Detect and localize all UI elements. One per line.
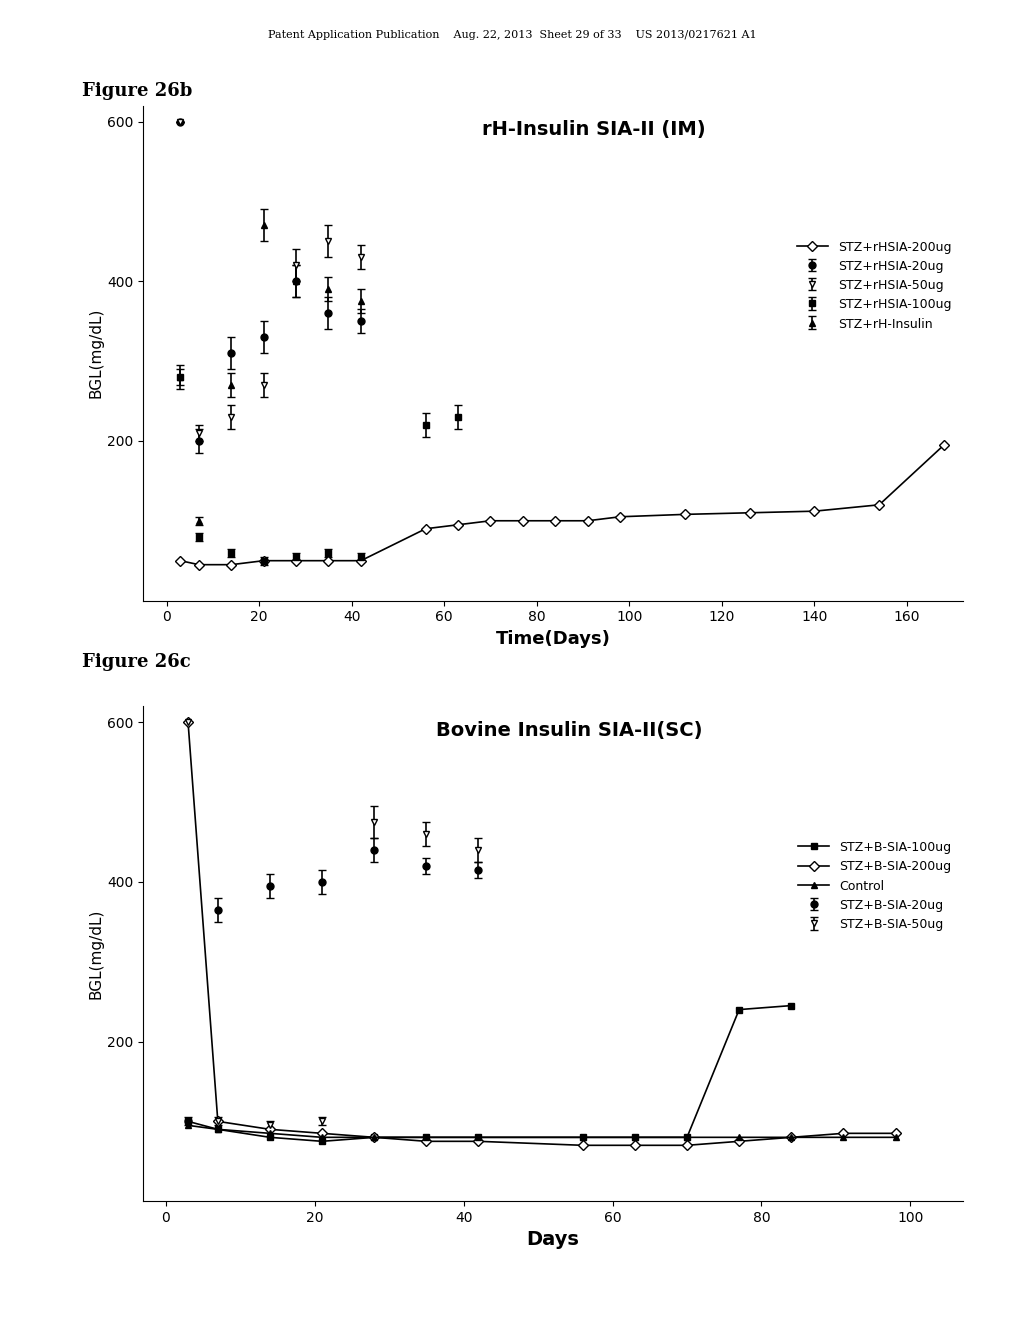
STZ+rHSIA-200ug <box>420 521 432 537</box>
STZ+rHSIA-200ug <box>549 513 561 529</box>
Text: Figure 26b: Figure 26b <box>82 82 193 100</box>
Control <box>182 1118 195 1134</box>
STZ+B-SIA-100ug <box>368 1130 380 1146</box>
STZ+B-SIA-100ug <box>472 1130 484 1146</box>
Control <box>733 1130 745 1146</box>
STZ+rHSIA-200ug <box>484 513 497 529</box>
Control <box>420 1130 432 1146</box>
STZ+B-SIA-200ug <box>785 1130 798 1146</box>
Line: STZ+B-SIA-200ug: STZ+B-SIA-200ug <box>184 718 899 1148</box>
STZ+B-SIA-100ug <box>316 1134 329 1150</box>
STZ+B-SIA-200ug <box>212 1114 224 1130</box>
Line: Control: Control <box>184 1122 899 1140</box>
STZ+rHSIA-200ug <box>743 504 756 520</box>
STZ+B-SIA-100ug <box>733 1002 745 1018</box>
STZ+B-SIA-200ug <box>890 1126 902 1142</box>
Text: Bovine Insulin SIA-II(SC): Bovine Insulin SIA-II(SC) <box>436 721 702 741</box>
Control <box>368 1130 380 1146</box>
STZ+B-SIA-100ug <box>681 1130 693 1146</box>
Legend: STZ+rHSIA-200ug, STZ+rHSIA-20ug, STZ+rHSIA-50ug, STZ+rHSIA-100ug, STZ+rH-Insulin: STZ+rHSIA-200ug, STZ+rHSIA-20ug, STZ+rHS… <box>792 235 956 335</box>
STZ+rHSIA-200ug <box>679 507 691 523</box>
Control <box>890 1130 902 1146</box>
STZ+B-SIA-100ug <box>577 1130 589 1146</box>
STZ+B-SIA-200ug <box>577 1138 589 1154</box>
STZ+rHSIA-200ug <box>354 553 367 569</box>
STZ+B-SIA-200ug <box>472 1134 484 1150</box>
Line: STZ+rHSIA-200ug: STZ+rHSIA-200ug <box>177 441 947 568</box>
STZ+rHSIA-200ug <box>938 437 950 453</box>
STZ+rHSIA-200ug <box>582 513 594 529</box>
Text: Patent Application Publication    Aug. 22, 2013  Sheet 29 of 33    US 2013/02176: Patent Application Publication Aug. 22, … <box>267 30 757 41</box>
Text: Figure 26c: Figure 26c <box>82 653 190 672</box>
Legend: STZ+B-SIA-100ug, STZ+B-SIA-200ug, Control, STZ+B-SIA-20ug, STZ+B-SIA-50ug: STZ+B-SIA-100ug, STZ+B-SIA-200ug, Contro… <box>793 836 956 936</box>
STZ+B-SIA-200ug <box>733 1134 745 1150</box>
STZ+B-SIA-200ug <box>182 714 195 730</box>
X-axis label: Days: Days <box>526 1230 580 1250</box>
Y-axis label: BGL(mg/dL): BGL(mg/dL) <box>88 908 103 999</box>
STZ+B-SIA-200ug <box>681 1138 693 1154</box>
STZ+B-SIA-100ug <box>264 1130 276 1146</box>
Control <box>785 1130 798 1146</box>
STZ+B-SIA-100ug <box>629 1130 641 1146</box>
STZ+B-SIA-200ug <box>316 1126 329 1142</box>
STZ+B-SIA-200ug <box>629 1138 641 1154</box>
Control <box>681 1130 693 1146</box>
STZ+B-SIA-200ug <box>420 1134 432 1150</box>
STZ+B-SIA-200ug <box>264 1122 276 1138</box>
STZ+rHSIA-200ug <box>873 496 886 512</box>
STZ+B-SIA-100ug <box>212 1122 224 1138</box>
STZ+rHSIA-200ug <box>614 508 627 524</box>
STZ+B-SIA-100ug <box>182 1114 195 1130</box>
X-axis label: Time(Days): Time(Days) <box>496 630 610 648</box>
Control <box>838 1130 850 1146</box>
STZ+rHSIA-200ug <box>174 553 186 569</box>
Control <box>577 1130 589 1146</box>
STZ+rHSIA-200ug <box>517 513 529 529</box>
Control <box>212 1122 224 1138</box>
STZ+B-SIA-200ug <box>368 1130 380 1146</box>
STZ+rHSIA-200ug <box>452 517 464 533</box>
STZ+rHSIA-200ug <box>290 553 302 569</box>
Control <box>316 1130 329 1146</box>
Control <box>629 1130 641 1146</box>
Control <box>472 1130 484 1146</box>
STZ+rHSIA-200ug <box>323 553 335 569</box>
STZ+rHSIA-200ug <box>808 503 820 519</box>
STZ+B-SIA-200ug <box>838 1126 850 1142</box>
Line: STZ+B-SIA-100ug: STZ+B-SIA-100ug <box>184 1002 795 1144</box>
STZ+B-SIA-100ug <box>420 1130 432 1146</box>
Text: rH-Insulin SIA-II (IM): rH-Insulin SIA-II (IM) <box>482 120 706 140</box>
STZ+B-SIA-100ug <box>785 998 798 1014</box>
STZ+rHSIA-200ug <box>258 553 270 569</box>
Control <box>264 1126 276 1142</box>
STZ+rHSIA-200ug <box>225 557 238 573</box>
STZ+rHSIA-200ug <box>193 557 205 573</box>
Y-axis label: BGL(mg/dL): BGL(mg/dL) <box>88 308 103 399</box>
